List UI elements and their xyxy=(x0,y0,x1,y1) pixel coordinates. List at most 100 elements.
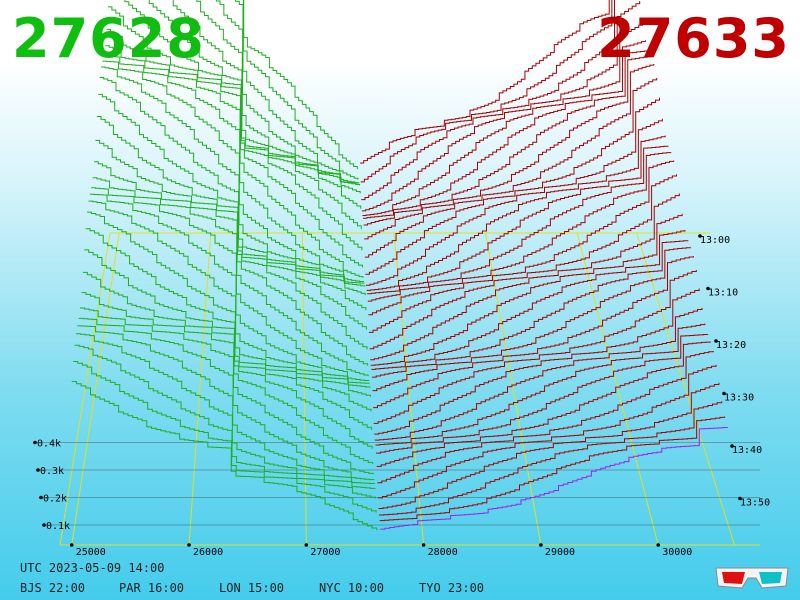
bid-depth-line xyxy=(94,161,369,366)
tz-lon: LON 15:00 xyxy=(219,581,285,595)
ask-depth-line xyxy=(364,64,655,258)
price-tick-label: 29000 xyxy=(545,547,575,558)
bid-depth-line xyxy=(215,0,360,184)
ask-depth-line xyxy=(367,135,666,295)
grid-line xyxy=(636,232,735,546)
bid-depth-line xyxy=(98,93,367,311)
bid-depth-line xyxy=(85,228,372,412)
time-tick-label: 13:40 xyxy=(732,445,762,456)
bid-depth-line xyxy=(88,200,371,388)
time-tick-label: 13:00 xyxy=(700,235,730,246)
time-tick xyxy=(706,286,710,291)
bid-depth-line xyxy=(103,55,365,283)
bid-depth-line xyxy=(105,45,364,278)
price-tick-label: 27000 xyxy=(310,547,340,558)
bid-depth-line xyxy=(102,60,365,284)
ask-depth-line xyxy=(376,334,709,454)
ask-depth-line xyxy=(372,247,692,392)
bid-depth-line xyxy=(71,381,378,531)
price-tick xyxy=(187,543,191,547)
bid-depth-line xyxy=(235,0,359,184)
axis-labels: 0.1k 0.2k 0.3k 0.4k 25000 26000 27000 28000 2900… xyxy=(37,235,770,558)
bid-depth-line xyxy=(101,66,366,287)
price-tick xyxy=(539,543,543,547)
price-tick-label: 28000 xyxy=(428,547,458,558)
ask-depth-line xyxy=(367,145,669,302)
price-tick xyxy=(421,543,426,547)
bid-price: 27628 xyxy=(12,7,205,70)
ask-depth-line xyxy=(362,22,644,216)
volume-tick xyxy=(36,468,40,472)
ask-depth-line xyxy=(370,193,680,361)
grid-line xyxy=(188,232,212,546)
ask-depth-line xyxy=(376,341,711,467)
ask-depth-line xyxy=(361,0,616,201)
utc-time: UTC 2023-05-09 14:00 xyxy=(20,561,165,575)
grid-line xyxy=(576,232,659,546)
3d-glasses-icon[interactable] xyxy=(712,562,792,592)
price-tick-label: 30000 xyxy=(662,547,692,558)
bid-depth-line xyxy=(82,271,373,449)
price-tick-label: 26000 xyxy=(193,547,223,558)
time-tick-label: 13:30 xyxy=(724,393,754,404)
ask-depth-line xyxy=(374,288,700,435)
tz-bjs: BJS 22:00 xyxy=(20,581,86,595)
ask-depth-line xyxy=(360,0,613,183)
time-tick xyxy=(722,391,726,396)
volume-tick-label: 0.1k xyxy=(46,521,70,532)
ask-depth-line xyxy=(360,0,610,164)
grid-line xyxy=(71,232,120,546)
bid-depth-line xyxy=(148,0,362,209)
ask-depth-line xyxy=(366,118,663,291)
volume-tick xyxy=(33,440,37,445)
ask-depth-line xyxy=(373,256,694,409)
bid-depth-line xyxy=(99,76,366,296)
bid-depth-line xyxy=(75,333,376,489)
ask-depth-line xyxy=(363,50,649,226)
tz-nyc: NYC 10:00 xyxy=(319,581,385,595)
tz-tyo: TYO 23:00 xyxy=(419,581,485,595)
bid-depth-line xyxy=(89,193,370,384)
ask-depth-line xyxy=(374,307,703,441)
ask-depth-line xyxy=(371,229,686,370)
price-tick xyxy=(69,543,74,547)
volume-tick-label: 0.2k xyxy=(43,494,67,505)
time-tick xyxy=(714,339,718,343)
ask-depth-line xyxy=(380,427,728,530)
time-tick-label: 13:20 xyxy=(716,340,746,351)
bid-depth-line xyxy=(81,292,374,465)
bid-depth-line xyxy=(242,0,359,180)
ask-depth-line xyxy=(379,416,726,522)
ask-depth-line xyxy=(377,350,714,484)
time-tick-label: 13:50 xyxy=(740,498,770,509)
ask-depth-line xyxy=(368,152,672,316)
ask-depth-line xyxy=(375,323,706,446)
time-tick xyxy=(738,496,742,501)
depth-curves xyxy=(71,0,728,531)
bid-depth-line xyxy=(95,139,368,350)
time-tick xyxy=(730,444,734,448)
volume-tick-label: 0.4k xyxy=(37,439,61,450)
ask-depth-line xyxy=(368,160,675,333)
bid-depth-line xyxy=(172,0,361,194)
bid-depth-line xyxy=(78,317,375,481)
ask-depth-line xyxy=(379,401,723,516)
ask-depth-line xyxy=(365,97,661,286)
ask-depth-line xyxy=(378,382,720,510)
bid-depth-line xyxy=(108,6,363,251)
bid-depth-line xyxy=(96,115,367,330)
ask-depth-line xyxy=(363,40,646,219)
ask-depth-line xyxy=(364,56,652,240)
bid-depth-line xyxy=(243,0,358,170)
bid-depth-line xyxy=(74,344,377,499)
volume-tick xyxy=(39,495,43,500)
grid-line xyxy=(485,232,542,546)
bid-depth-line xyxy=(196,0,361,186)
ask-depth-line xyxy=(369,174,677,350)
price-tick xyxy=(304,543,309,547)
ask-depth-line xyxy=(365,77,658,275)
ask-depth-line xyxy=(361,1,641,212)
bid-depth-line xyxy=(73,360,377,513)
chart-grid xyxy=(33,232,760,547)
